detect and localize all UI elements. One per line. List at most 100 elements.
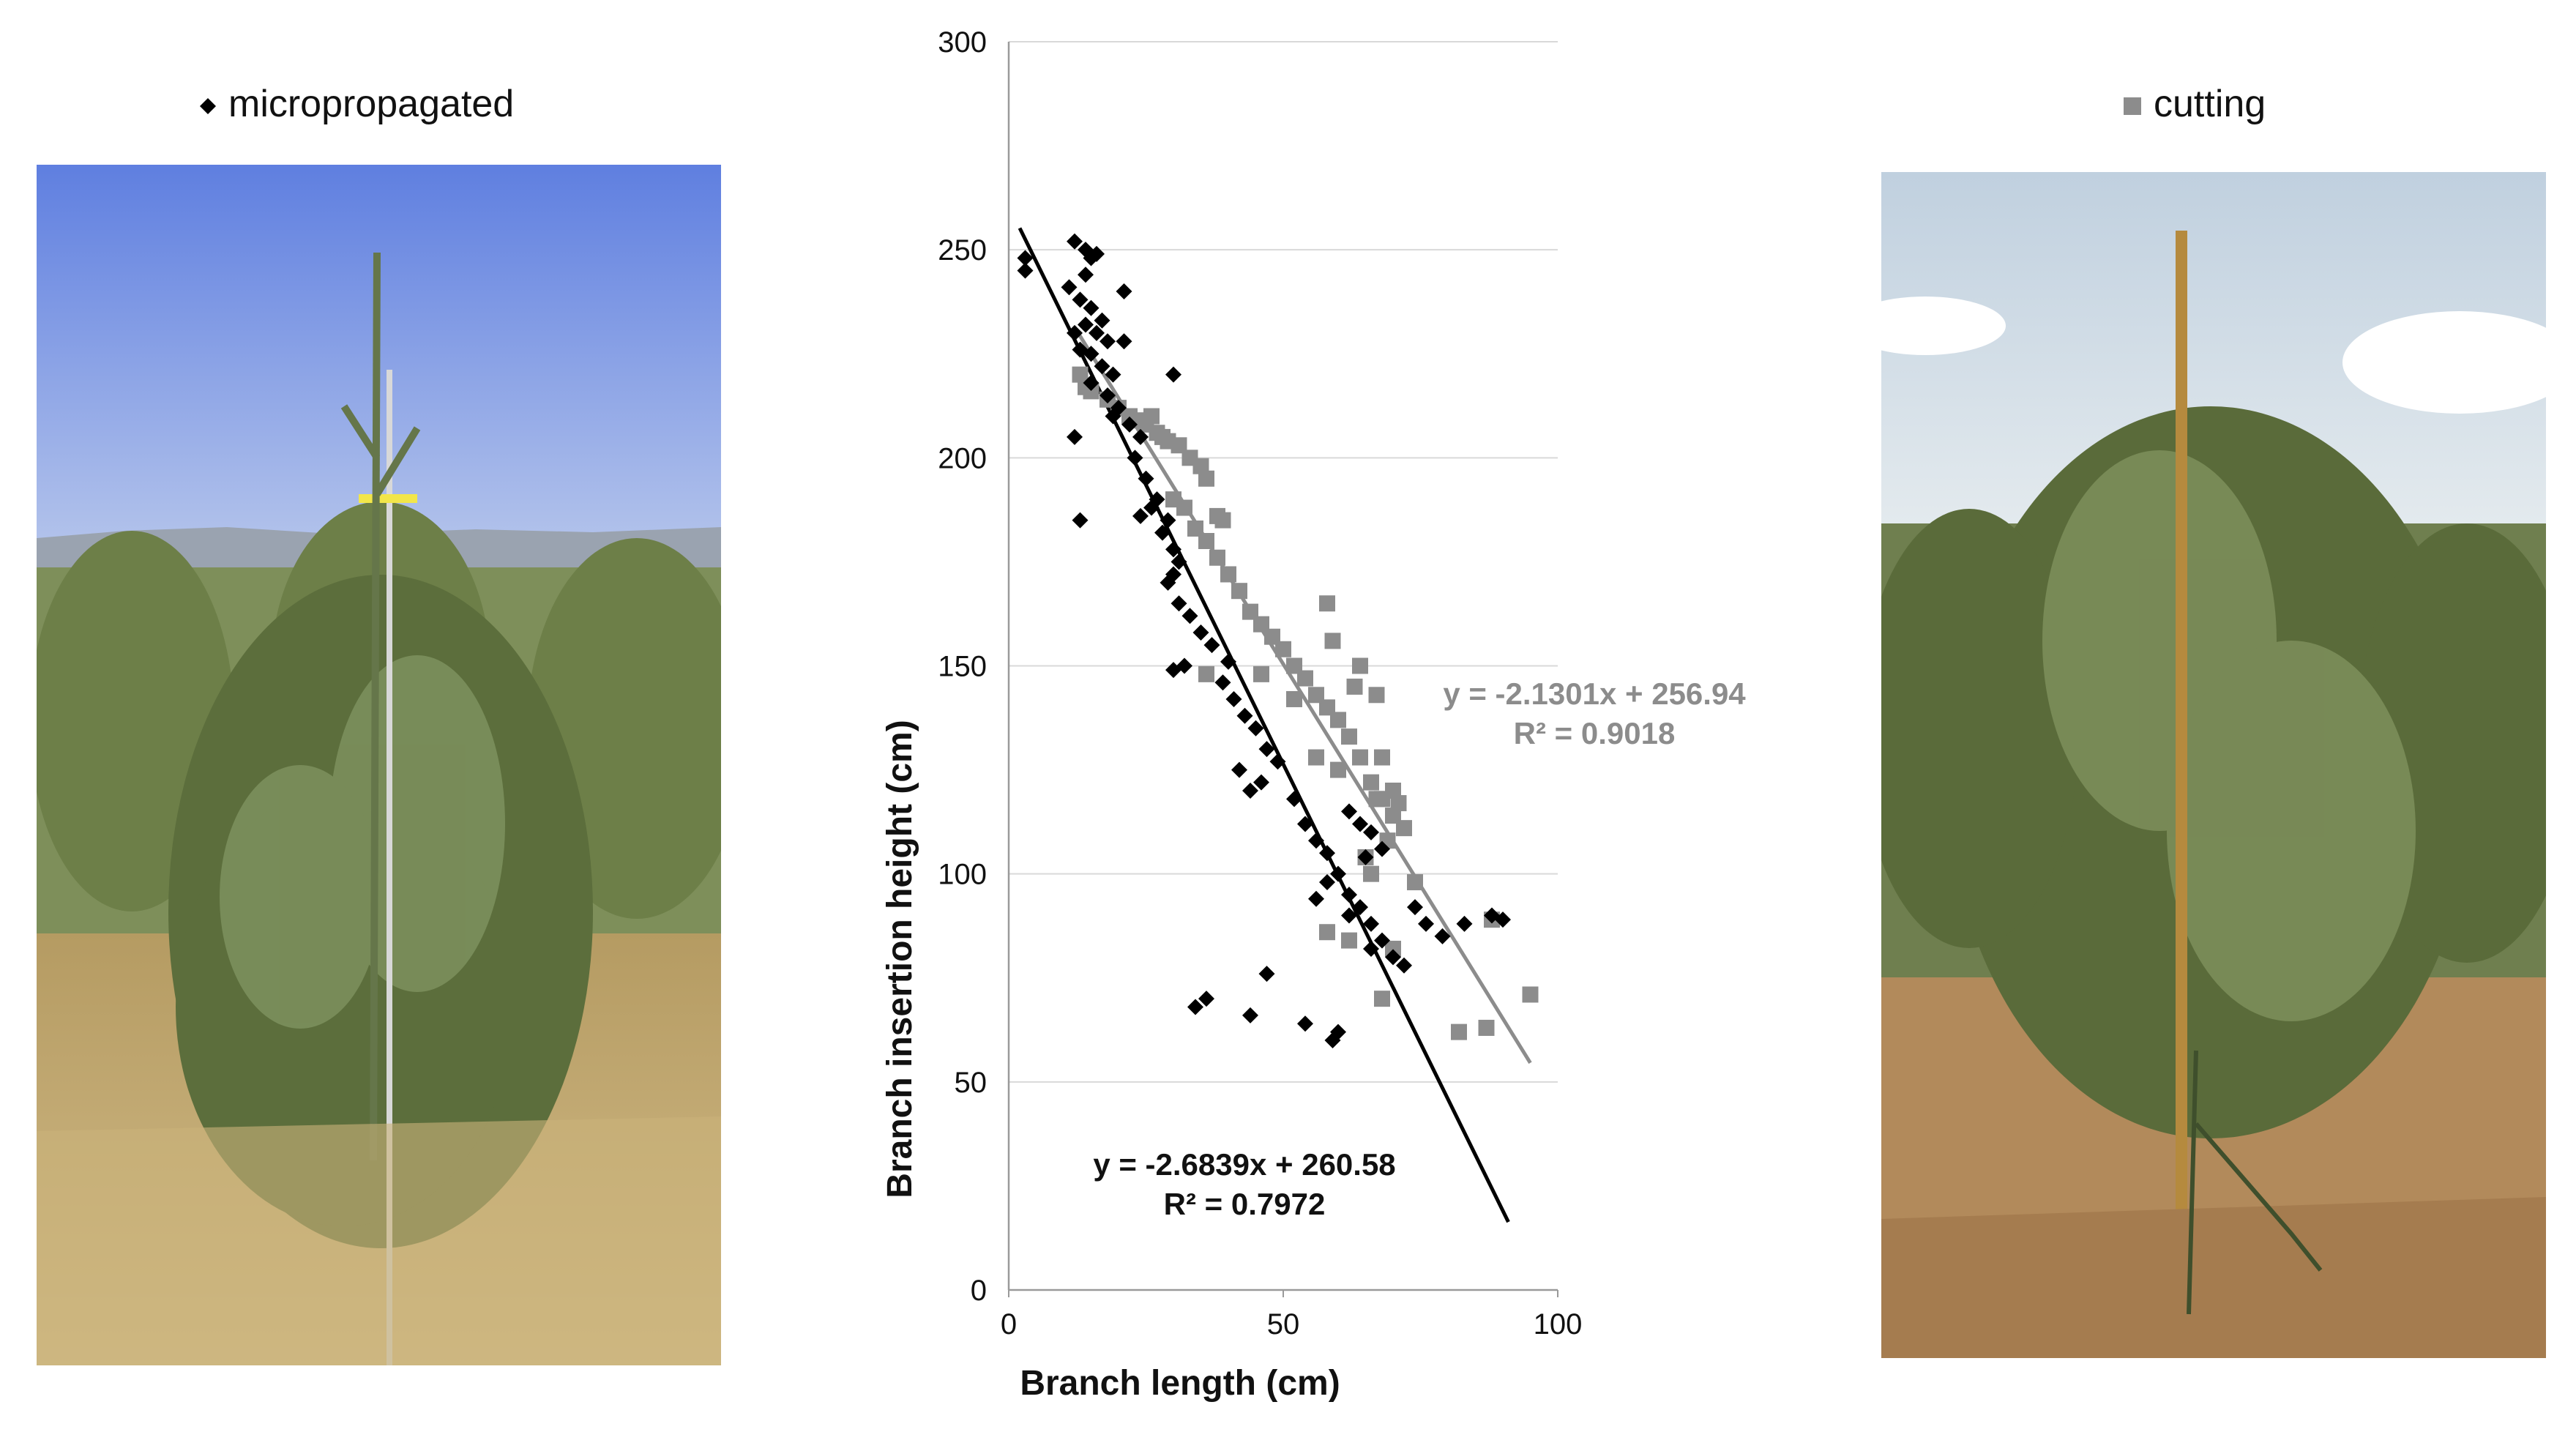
micropropagated-point	[1160, 512, 1176, 529]
cutting-point	[1407, 874, 1423, 891]
cutting-point	[1319, 924, 1335, 941]
cutting-point	[1330, 712, 1346, 728]
micropropagated-point	[1341, 887, 1357, 903]
square-icon	[2124, 97, 2141, 116]
cutting-point	[1374, 749, 1390, 766]
cutting-point	[1390, 795, 1407, 812]
micropropagated-point	[1352, 816, 1368, 832]
micropropagated-point	[1061, 279, 1078, 296]
micropropagated-point	[1407, 899, 1423, 916]
micropropagated-point	[1192, 624, 1209, 641]
cutting-point	[1297, 670, 1313, 687]
y-tick-label: 50	[955, 1067, 988, 1099]
y-tick-label: 100	[938, 859, 987, 891]
micropropagated-point	[1083, 299, 1100, 316]
micropropagated-point	[1138, 470, 1154, 487]
micropropagated-point	[1072, 291, 1089, 308]
micropropagated-point	[1286, 791, 1302, 808]
cutting-point	[1324, 633, 1341, 649]
cutting-point	[1385, 808, 1401, 824]
micropropagated-point	[1165, 366, 1181, 383]
micropropagated-r2: R² = 0.7972	[1164, 1187, 1326, 1221]
micropropagated-point	[1357, 849, 1374, 865]
micropropagated-point	[1067, 324, 1083, 341]
cutting-point	[1330, 761, 1346, 778]
micropropagated-point	[1297, 816, 1313, 832]
micropropagated-point	[1160, 574, 1176, 591]
micropropagated-point	[1132, 428, 1149, 445]
micropropagated-point	[1242, 783, 1258, 799]
micropropagated-point	[1258, 966, 1275, 982]
y-tick-label: 200	[938, 442, 987, 474]
micropropagated-point	[1094, 312, 1110, 329]
cutting-point	[1363, 774, 1379, 791]
micropropagated-point	[1247, 720, 1264, 736]
cutting-point	[1368, 791, 1385, 808]
cutting-trendline	[1072, 326, 1532, 1064]
cutting-point	[1308, 749, 1324, 766]
micropropagated-point	[1100, 387, 1116, 404]
micropropagated-point	[1258, 741, 1275, 758]
cutting-point	[1522, 986, 1539, 1003]
cutting-point	[1253, 665, 1269, 682]
cutting-point	[1374, 991, 1390, 1007]
micropropagated-point	[1225, 690, 1242, 707]
cutting-point	[1209, 549, 1225, 566]
micropropagated-point	[1330, 1023, 1346, 1040]
cutting-point	[1385, 940, 1401, 957]
micropropagated-point	[1363, 915, 1379, 932]
micropropagated-point	[1269, 753, 1286, 770]
micropropagated-point	[1116, 333, 1132, 350]
cutting-point	[1396, 820, 1412, 837]
y-axis-title: Branch insertion height (cm)	[881, 720, 919, 1198]
micropropagated-point	[1171, 595, 1187, 612]
cutting-point	[1253, 616, 1269, 633]
micropropagated-point	[1105, 408, 1121, 425]
x-tick-label: 0	[1001, 1308, 1017, 1340]
micropropagated-point	[1297, 1015, 1313, 1032]
cutting-point	[1275, 641, 1291, 657]
micropropagated-point	[1214, 674, 1231, 691]
micropropagated-point	[1089, 245, 1105, 262]
cutting-point	[1220, 566, 1236, 583]
micropropagated-point	[1100, 333, 1116, 350]
cutting-point	[1264, 628, 1280, 645]
legend-micropropagated-label: micropropagated	[228, 83, 515, 125]
micropropagated-point	[1396, 957, 1412, 974]
micropropagated-tree-photo	[37, 165, 721, 1365]
micropropagated-point	[1154, 524, 1171, 541]
cutting-point	[1341, 932, 1357, 949]
micropropagated-point	[1089, 324, 1105, 341]
micropropagated-point	[1363, 824, 1379, 840]
axes: 0 50 100 150 200 250 300 0 50 100	[938, 26, 1582, 1340]
gridlines	[1009, 41, 1558, 1083]
cutting-point	[1198, 665, 1214, 682]
trendlines	[1018, 227, 1532, 1223]
micropropagated-point	[1121, 416, 1138, 433]
micropropagated-point	[1165, 541, 1181, 558]
micropropagated-point	[1017, 250, 1034, 266]
cutting-point	[1286, 690, 1302, 707]
cutting-point	[1231, 583, 1247, 600]
micropropagated-point	[1083, 375, 1100, 392]
micropropagated-point	[1434, 928, 1451, 944]
cutting-point	[1171, 437, 1187, 454]
micropropagated-point	[1341, 803, 1357, 820]
micropropagated-point	[1203, 637, 1220, 654]
micropropagated-point	[1374, 932, 1390, 949]
y-tick-label: 250	[938, 234, 987, 266]
micropropagated-point	[1132, 507, 1149, 524]
micropropagated-point	[1127, 450, 1143, 466]
x-tick-label: 100	[1534, 1308, 1583, 1340]
micropropagated-point	[1308, 832, 1324, 849]
chart-labels: Branch length (cm) Branch insertion heig…	[881, 676, 1746, 1403]
cutting-point	[1176, 499, 1192, 516]
cutting-point	[1072, 366, 1089, 383]
cutting-point	[1352, 657, 1368, 674]
micropropagated-point	[1078, 316, 1094, 333]
cutting-point	[1451, 1023, 1467, 1040]
cutting-point	[1242, 603, 1258, 620]
micropropagated-point	[1352, 899, 1368, 916]
cutting-point	[1192, 458, 1209, 474]
